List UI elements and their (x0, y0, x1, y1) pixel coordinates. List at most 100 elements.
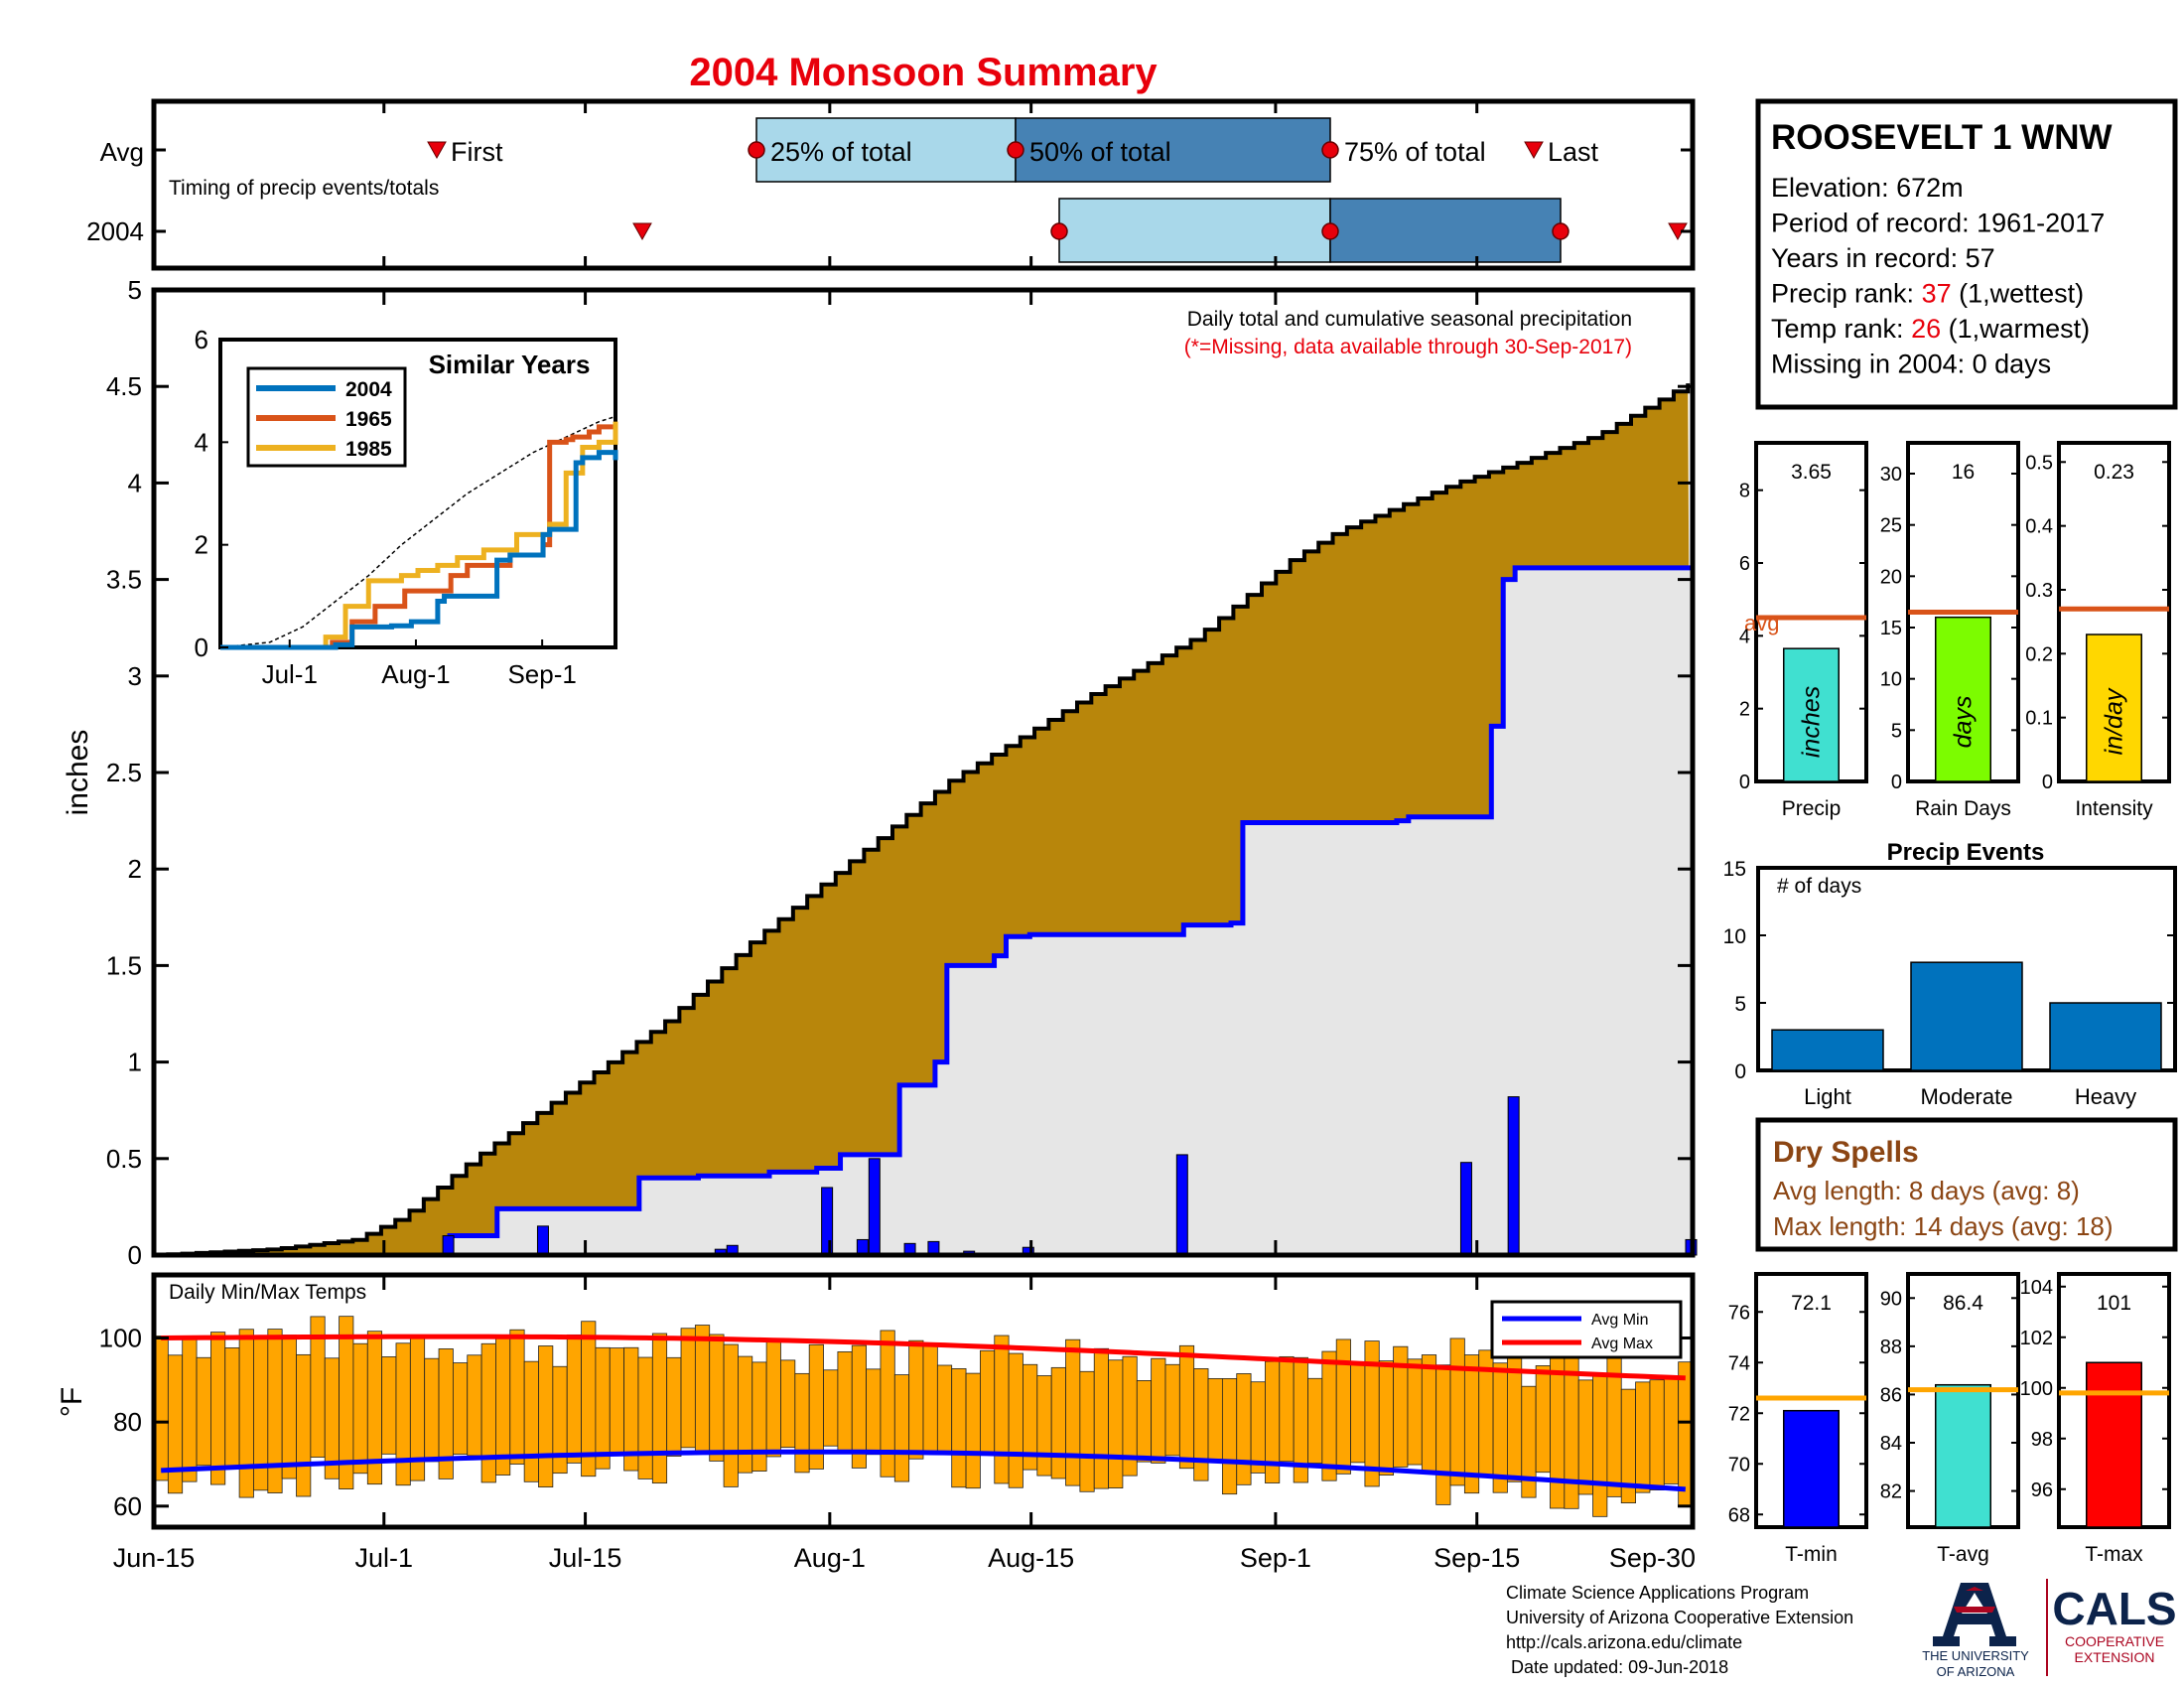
tmin-ytick-label: 68 (1728, 1504, 1750, 1526)
avg-min-line (161, 1449, 1686, 1492)
daily-temp-bar (780, 1359, 796, 1449)
event-xlabel: Light (1804, 1084, 1851, 1109)
timing-row-2004: 2004 (86, 216, 144, 246)
timing-avg-50-marker (1007, 141, 1024, 159)
daily-precip-bar (1459, 1162, 1472, 1256)
daily-temp-bar (281, 1335, 297, 1479)
raindays-ytick-label: 5 (1891, 720, 1902, 742)
main-ytick-label: 0.5 (106, 1144, 142, 1174)
daily-temp-bar (723, 1343, 739, 1487)
inset-xtick-label: Jul-1 (262, 659, 318, 689)
daily-temp-bar (680, 1328, 696, 1449)
timing-2004-25-marker (1050, 222, 1068, 240)
event-bar-light (1771, 1029, 1884, 1071)
daily-temp-bar (765, 1337, 781, 1458)
daily-temp-bar (1421, 1354, 1437, 1474)
intensity-ytick-label: 0.5 (2025, 452, 2053, 474)
daily-temp-bar (509, 1329, 525, 1465)
university-of-arizona-logo: THE UNIVERSITY OF ARIZONA (1922, 1583, 2029, 1679)
timing-2004-75-marker (1552, 222, 1570, 240)
daily-temp-bar (694, 1325, 711, 1453)
x-axis-label: Aug-1 (794, 1543, 866, 1573)
similar-years-inset: 0 2 4 6 Jul-1 Aug-1 Sep-1 Similar Years 2004 19… (195, 325, 618, 689)
inset-legend-label: 2004 (345, 378, 392, 401)
legend-avg-max-label: Avg Max (1591, 1336, 1653, 1352)
temps-title: Daily Min/Max Temps (169, 1281, 366, 1304)
timing-avg-first-marker (427, 141, 447, 160)
daily-temp-bar (1050, 1366, 1066, 1479)
daily-temp-bar (452, 1362, 469, 1455)
inset-legend-label: 1965 (345, 408, 392, 431)
x-axis-label: Jul-1 (355, 1543, 414, 1573)
temp-summary-bars: 68 70 72 74 76 72.1 T-min 82 84 86 88 90 86.4 T-avg 96… (1728, 1272, 2171, 1566)
timing-2004-first-marker (632, 222, 652, 241)
daily-temp-bar (922, 1342, 938, 1453)
avg-cumulative-outline (154, 383, 1691, 1257)
inset-title: Similar Years (429, 350, 591, 379)
main-ytick-label: 3 (128, 661, 142, 691)
precip-ytick-label: 6 (1739, 553, 1750, 575)
timing-label-50: 50% of total (1029, 137, 1171, 167)
cals-line-2: EXTENSION (2075, 1649, 2155, 1665)
tmax-ytick-label: 104 (2020, 1277, 2053, 1299)
daily-precip-bar (868, 1158, 881, 1256)
daily-temp-bar (994, 1335, 1010, 1484)
station-info-box: ROOSEVELT 1 WNW Elevation: 672m Period of… (1755, 98, 2178, 410)
intensity-ytick-label: 0.2 (2025, 643, 2053, 665)
footer-line-3: http://cals.arizona.edu/climate (1506, 1632, 1742, 1652)
daily-temp-bar (738, 1355, 753, 1474)
daily-temp-bar (1321, 1350, 1337, 1481)
raindays-ytick-label: 30 (1880, 464, 1902, 486)
daily-temp-bar (1592, 1373, 1608, 1517)
footer-line-4: Date updated: 09-Jun-2018 (1506, 1657, 1728, 1677)
x-axis-label: Sep-15 (1433, 1543, 1520, 1573)
ua-line-2: OF ARIZONA (1937, 1664, 2015, 1679)
x-axis-label: Aug-15 (988, 1543, 1074, 1573)
dry-spells-max: Max length: 14 days (avg: 18) (1773, 1211, 2114, 1241)
main-ytick-label: 4.5 (106, 371, 142, 401)
event-ytick-label: 15 (1723, 858, 1746, 881)
daily-precip-bar (1507, 1096, 1520, 1256)
daily-temp-bar (751, 1361, 767, 1472)
daily-precip-bar (1175, 1154, 1188, 1256)
timing-2004-box-50 (1329, 198, 1562, 263)
yr2004-cumulative-area (154, 550, 1693, 1255)
daily-temp-bar (1164, 1363, 1180, 1457)
tavg-value: 86.4 (1943, 1292, 1983, 1315)
daily-temp-bar (1564, 1354, 1579, 1509)
daily-temp-bar (296, 1353, 312, 1497)
daily-temp-bar (1108, 1359, 1124, 1488)
daily-temp-bar (908, 1339, 924, 1460)
timing-avg-last-marker (1524, 141, 1544, 160)
daily-temp-bar (523, 1360, 539, 1482)
daily-temp-bar (980, 1349, 996, 1456)
raindays-value: 16 (1952, 461, 1975, 484)
precip-ytick-label: 8 (1739, 481, 1750, 502)
main-ytick-label: 2 (128, 854, 142, 884)
daily-temp-bar (1663, 1375, 1680, 1484)
precip-events-chart: Precip Events # of days Light Moderate Hea… (1723, 839, 2177, 1109)
precip-xlabel: Precip (1782, 797, 1842, 820)
event-ytick-label: 0 (1734, 1060, 1746, 1083)
event-bar-heavy (2049, 1002, 2162, 1071)
daily-temp-bar (1577, 1379, 1593, 1495)
timing-avg-box-25 (755, 117, 1017, 183)
main-missing-note: (*=Missing, data available through 30-Se… (1184, 336, 1632, 358)
daily-temp-bar (951, 1368, 967, 1488)
precip-value: 3.65 (1791, 461, 1832, 484)
daily-temp-bar (1207, 1377, 1223, 1461)
station-name: ROOSEVELT 1 WNW (1771, 118, 2113, 157)
events-note: # of days (1777, 875, 1861, 898)
main-ylabel: inches (62, 730, 94, 816)
tmax-xlabel: T-max (2085, 1543, 2143, 1566)
temps-ylabel: °F (56, 1387, 88, 1417)
daily-temp-bar (1335, 1338, 1351, 1475)
daily-temp-bar (1507, 1343, 1523, 1482)
intensity-value: 0.23 (2094, 461, 2134, 484)
daily-temp-bar (395, 1342, 411, 1486)
daily-temp-bar (566, 1334, 582, 1464)
intensity-bar (2086, 633, 2142, 782)
inset-ytick-label: 2 (195, 530, 208, 560)
x-axis-label: Jun-15 (113, 1543, 196, 1573)
precip-avg-label: avg (1744, 611, 1779, 635)
